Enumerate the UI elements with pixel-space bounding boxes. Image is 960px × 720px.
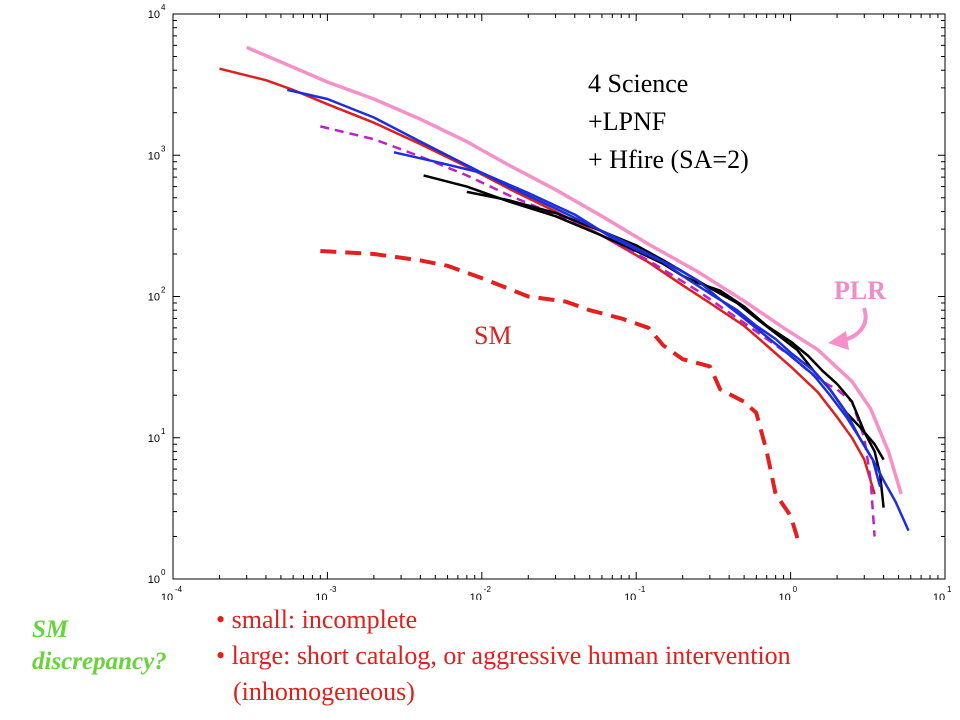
- bullet-large: • large: short catalog, or aggressive hu…: [216, 641, 791, 670]
- x-tick-label-base: 10: [161, 592, 173, 600]
- x-tick-label-exponent: -1: [638, 585, 646, 594]
- annotation-sm: SM: [474, 321, 512, 350]
- y-tick-label: 100: [148, 568, 166, 586]
- x-tick-label: 100: [778, 585, 797, 600]
- x-tick-label-exponent: -2: [484, 585, 492, 594]
- bullet-small: • small: incomplete: [216, 605, 418, 634]
- series-line-4: [423, 174, 885, 508]
- y-tick-label-base: 10: [148, 150, 160, 162]
- x-tick-label-base: 10: [778, 592, 790, 600]
- x-tick-label: 101: [933, 585, 952, 600]
- annotation-model-label-line-1: 4 Science: [588, 69, 688, 98]
- annotation-plr: PLR: [834, 276, 886, 305]
- annotation-model-label-line-3: + Hfire (SA=2): [588, 145, 749, 174]
- y-tick-label: 102: [148, 286, 166, 304]
- annotation-model-label-line-2: +LPNF: [588, 107, 666, 136]
- x-tick-label-base: 10: [933, 592, 945, 600]
- x-tick-label-exponent: -3: [329, 585, 337, 594]
- x-tick-label-exponent: 0: [793, 585, 798, 594]
- x-tick-label: 10-1: [624, 585, 646, 600]
- plot-frame: [172, 13, 946, 580]
- series-line-1: [246, 45, 903, 495]
- x-tick-label-base: 10: [315, 592, 327, 600]
- series-line-8: [320, 249, 802, 547]
- side-note-line-1: SM: [32, 616, 69, 643]
- bullet-large-continued: (inhomogeneous): [233, 677, 415, 706]
- y-tick-label-exponent: 1: [161, 427, 166, 436]
- plr-arrow-head: [828, 331, 849, 350]
- series-line-5: [466, 190, 885, 461]
- y-tick-label-exponent: 2: [161, 286, 166, 295]
- x-tick-label-exponent: 1: [947, 585, 952, 594]
- y-tick-label-exponent: 3: [161, 144, 166, 153]
- y-tick-label-exponent: 4: [161, 3, 166, 12]
- y-tick-label-base: 10: [148, 574, 160, 586]
- series-group: [219, 45, 910, 547]
- side-note-line-2: discrepancy?: [32, 648, 167, 675]
- y-tick-label-exponent: 0: [161, 568, 166, 577]
- bullet-list: • small: incomplete • large: short catal…: [216, 602, 956, 710]
- y-tick-label-base: 10: [148, 292, 160, 304]
- x-tick-label: 10-4: [161, 585, 183, 600]
- y-tick-label: 101: [148, 427, 166, 445]
- series-line-7: [393, 151, 882, 488]
- x-tick-label: 10-2: [470, 585, 492, 600]
- sm-discrepancy-note: SM discrepancy?: [32, 614, 222, 678]
- x-tick-label-base: 10: [624, 592, 636, 600]
- x-tick-label-base: 10: [470, 592, 482, 600]
- y-tick-label: 103: [148, 144, 166, 162]
- series-line-2: [219, 67, 876, 495]
- y-tick-label-base: 10: [148, 433, 160, 445]
- x-tick-label: 10-3: [315, 585, 337, 600]
- y-tick-label-base: 10: [148, 9, 160, 21]
- y-tick-label: 104: [148, 3, 166, 21]
- annotations: 4 Science +LPNF + Hfire (SA=2) SM PLR: [474, 69, 886, 350]
- x-tick-label-exponent: -4: [175, 585, 183, 594]
